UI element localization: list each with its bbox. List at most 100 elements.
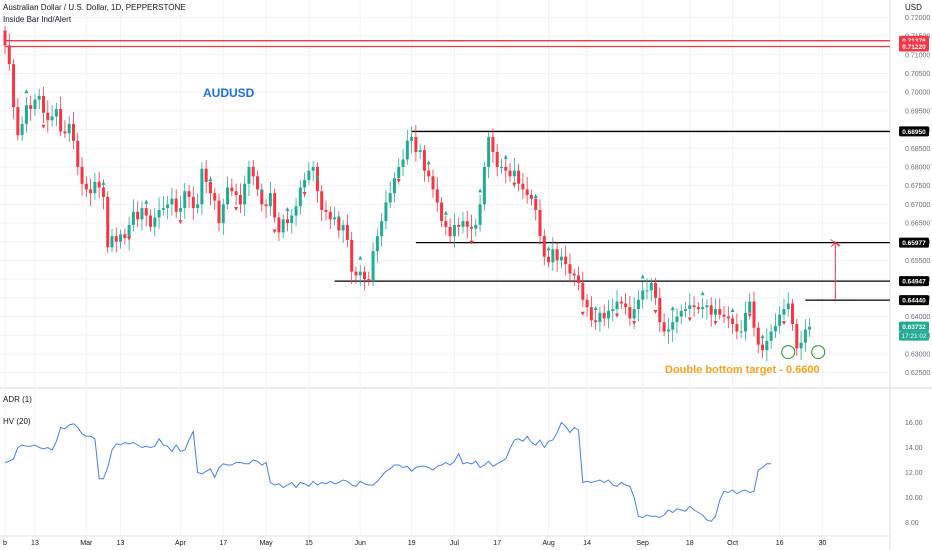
candle-body bbox=[594, 320, 598, 323]
candle-body bbox=[782, 309, 786, 315]
price-tag-label: 0.65977 bbox=[902, 240, 926, 247]
candle-body bbox=[71, 123, 75, 141]
candle-body bbox=[380, 221, 384, 237]
candle-body bbox=[397, 166, 401, 179]
price-tag-label: 0.63732 bbox=[902, 324, 926, 331]
signal-up-marker bbox=[700, 291, 705, 296]
candle-body bbox=[328, 211, 332, 220]
candle-body bbox=[33, 99, 37, 109]
candle-body bbox=[54, 108, 58, 117]
price-tick-label: 0.62500 bbox=[905, 370, 930, 377]
candle-body bbox=[196, 204, 200, 209]
signal-up-marker bbox=[760, 334, 765, 339]
price-tick-label: 0.70500 bbox=[905, 71, 930, 78]
time-tick-label: 17 bbox=[219, 540, 227, 547]
time-tick-label: Sep bbox=[636, 540, 649, 547]
time-tick-label: Oct bbox=[727, 540, 738, 547]
candle-body bbox=[478, 204, 482, 225]
signal-up-marker bbox=[426, 160, 431, 165]
candle-body bbox=[307, 170, 311, 181]
candle-body bbox=[238, 195, 242, 205]
candle-body bbox=[324, 209, 328, 212]
candle-body bbox=[713, 309, 717, 315]
price-tick-label: 0.69500 bbox=[905, 108, 930, 115]
signal-down-marker bbox=[469, 240, 474, 245]
candle-body bbox=[243, 183, 247, 205]
signal-up-marker bbox=[546, 246, 551, 251]
candle-body bbox=[765, 340, 769, 351]
candle-body bbox=[791, 303, 795, 325]
candle-body bbox=[256, 176, 260, 190]
candle-body bbox=[418, 150, 422, 152]
candle-body bbox=[230, 187, 234, 192]
signal-up-marker bbox=[208, 177, 213, 182]
candle-body bbox=[264, 204, 268, 207]
candle-body bbox=[84, 183, 88, 190]
candle-body bbox=[654, 282, 658, 298]
time-tick-label: 13 bbox=[117, 540, 125, 547]
indicator-label[interactable]: Inside Bar Ind/Alert bbox=[3, 15, 72, 24]
candle-body bbox=[564, 256, 568, 265]
candle-body bbox=[123, 234, 127, 239]
candle-body bbox=[739, 331, 743, 333]
price-tick-label: 0.68000 bbox=[905, 164, 930, 171]
candle-body bbox=[410, 137, 414, 141]
candle-body bbox=[461, 221, 465, 227]
candle-body bbox=[487, 137, 491, 167]
candle-body bbox=[3, 30, 7, 46]
time-tick-label: 18 bbox=[686, 540, 694, 547]
candle-body bbox=[384, 202, 388, 222]
candle-body bbox=[213, 193, 217, 201]
signal-up-marker bbox=[478, 188, 483, 193]
signal-up-marker bbox=[503, 154, 508, 159]
candle-body bbox=[414, 137, 418, 152]
hv-tick-label: 14.00 bbox=[905, 445, 923, 452]
price-tag bbox=[899, 276, 929, 287]
time-tick-label: 17 bbox=[493, 540, 501, 547]
time-tick-label: Mar bbox=[80, 540, 93, 547]
hv-label[interactable]: HV (20) bbox=[3, 417, 31, 426]
price-tick-label: 0.66500 bbox=[905, 221, 930, 228]
candle-body bbox=[602, 312, 606, 319]
candle-body bbox=[427, 170, 431, 177]
hv-tick-label: 16.00 bbox=[905, 420, 923, 427]
candle-body bbox=[405, 140, 409, 160]
countdown-label: 17:21:02 bbox=[901, 333, 927, 340]
signal-up-marker bbox=[533, 193, 538, 198]
candle-body bbox=[131, 211, 135, 225]
candle-body bbox=[628, 307, 632, 319]
signal-up-marker bbox=[640, 274, 645, 279]
candle-body bbox=[440, 202, 444, 222]
candle-body bbox=[808, 326, 812, 330]
candle-body bbox=[688, 305, 692, 310]
double-bottom-circle bbox=[781, 345, 796, 360]
price-tag-label: 0.64440 bbox=[902, 298, 926, 305]
candle-body bbox=[735, 324, 739, 332]
candle-body bbox=[281, 219, 285, 233]
candle-body bbox=[114, 236, 118, 242]
adr-label[interactable]: ADR (1) bbox=[3, 395, 32, 404]
candle-body bbox=[512, 170, 516, 177]
candle-body bbox=[422, 150, 426, 171]
candle-body bbox=[127, 224, 131, 239]
candle-body bbox=[354, 271, 358, 276]
candle-body bbox=[392, 178, 396, 194]
signal-up-marker bbox=[259, 188, 264, 193]
price-tick-label: 0.71000 bbox=[905, 52, 930, 59]
candle-body bbox=[16, 107, 20, 136]
candle-body bbox=[465, 221, 469, 227]
target-cross bbox=[830, 239, 841, 246]
candle-body bbox=[773, 325, 777, 332]
candle-body bbox=[435, 189, 439, 203]
candle-body bbox=[786, 303, 790, 310]
candle-body bbox=[285, 219, 289, 224]
candle-body bbox=[268, 193, 272, 207]
candle-body bbox=[20, 123, 24, 136]
candle-body bbox=[260, 189, 264, 205]
candle-body bbox=[320, 191, 324, 210]
signal-down-marker bbox=[687, 317, 692, 322]
signal-down-marker bbox=[178, 220, 183, 225]
signal-down-marker bbox=[632, 321, 637, 326]
price-tick-label: 0.67000 bbox=[905, 202, 930, 209]
